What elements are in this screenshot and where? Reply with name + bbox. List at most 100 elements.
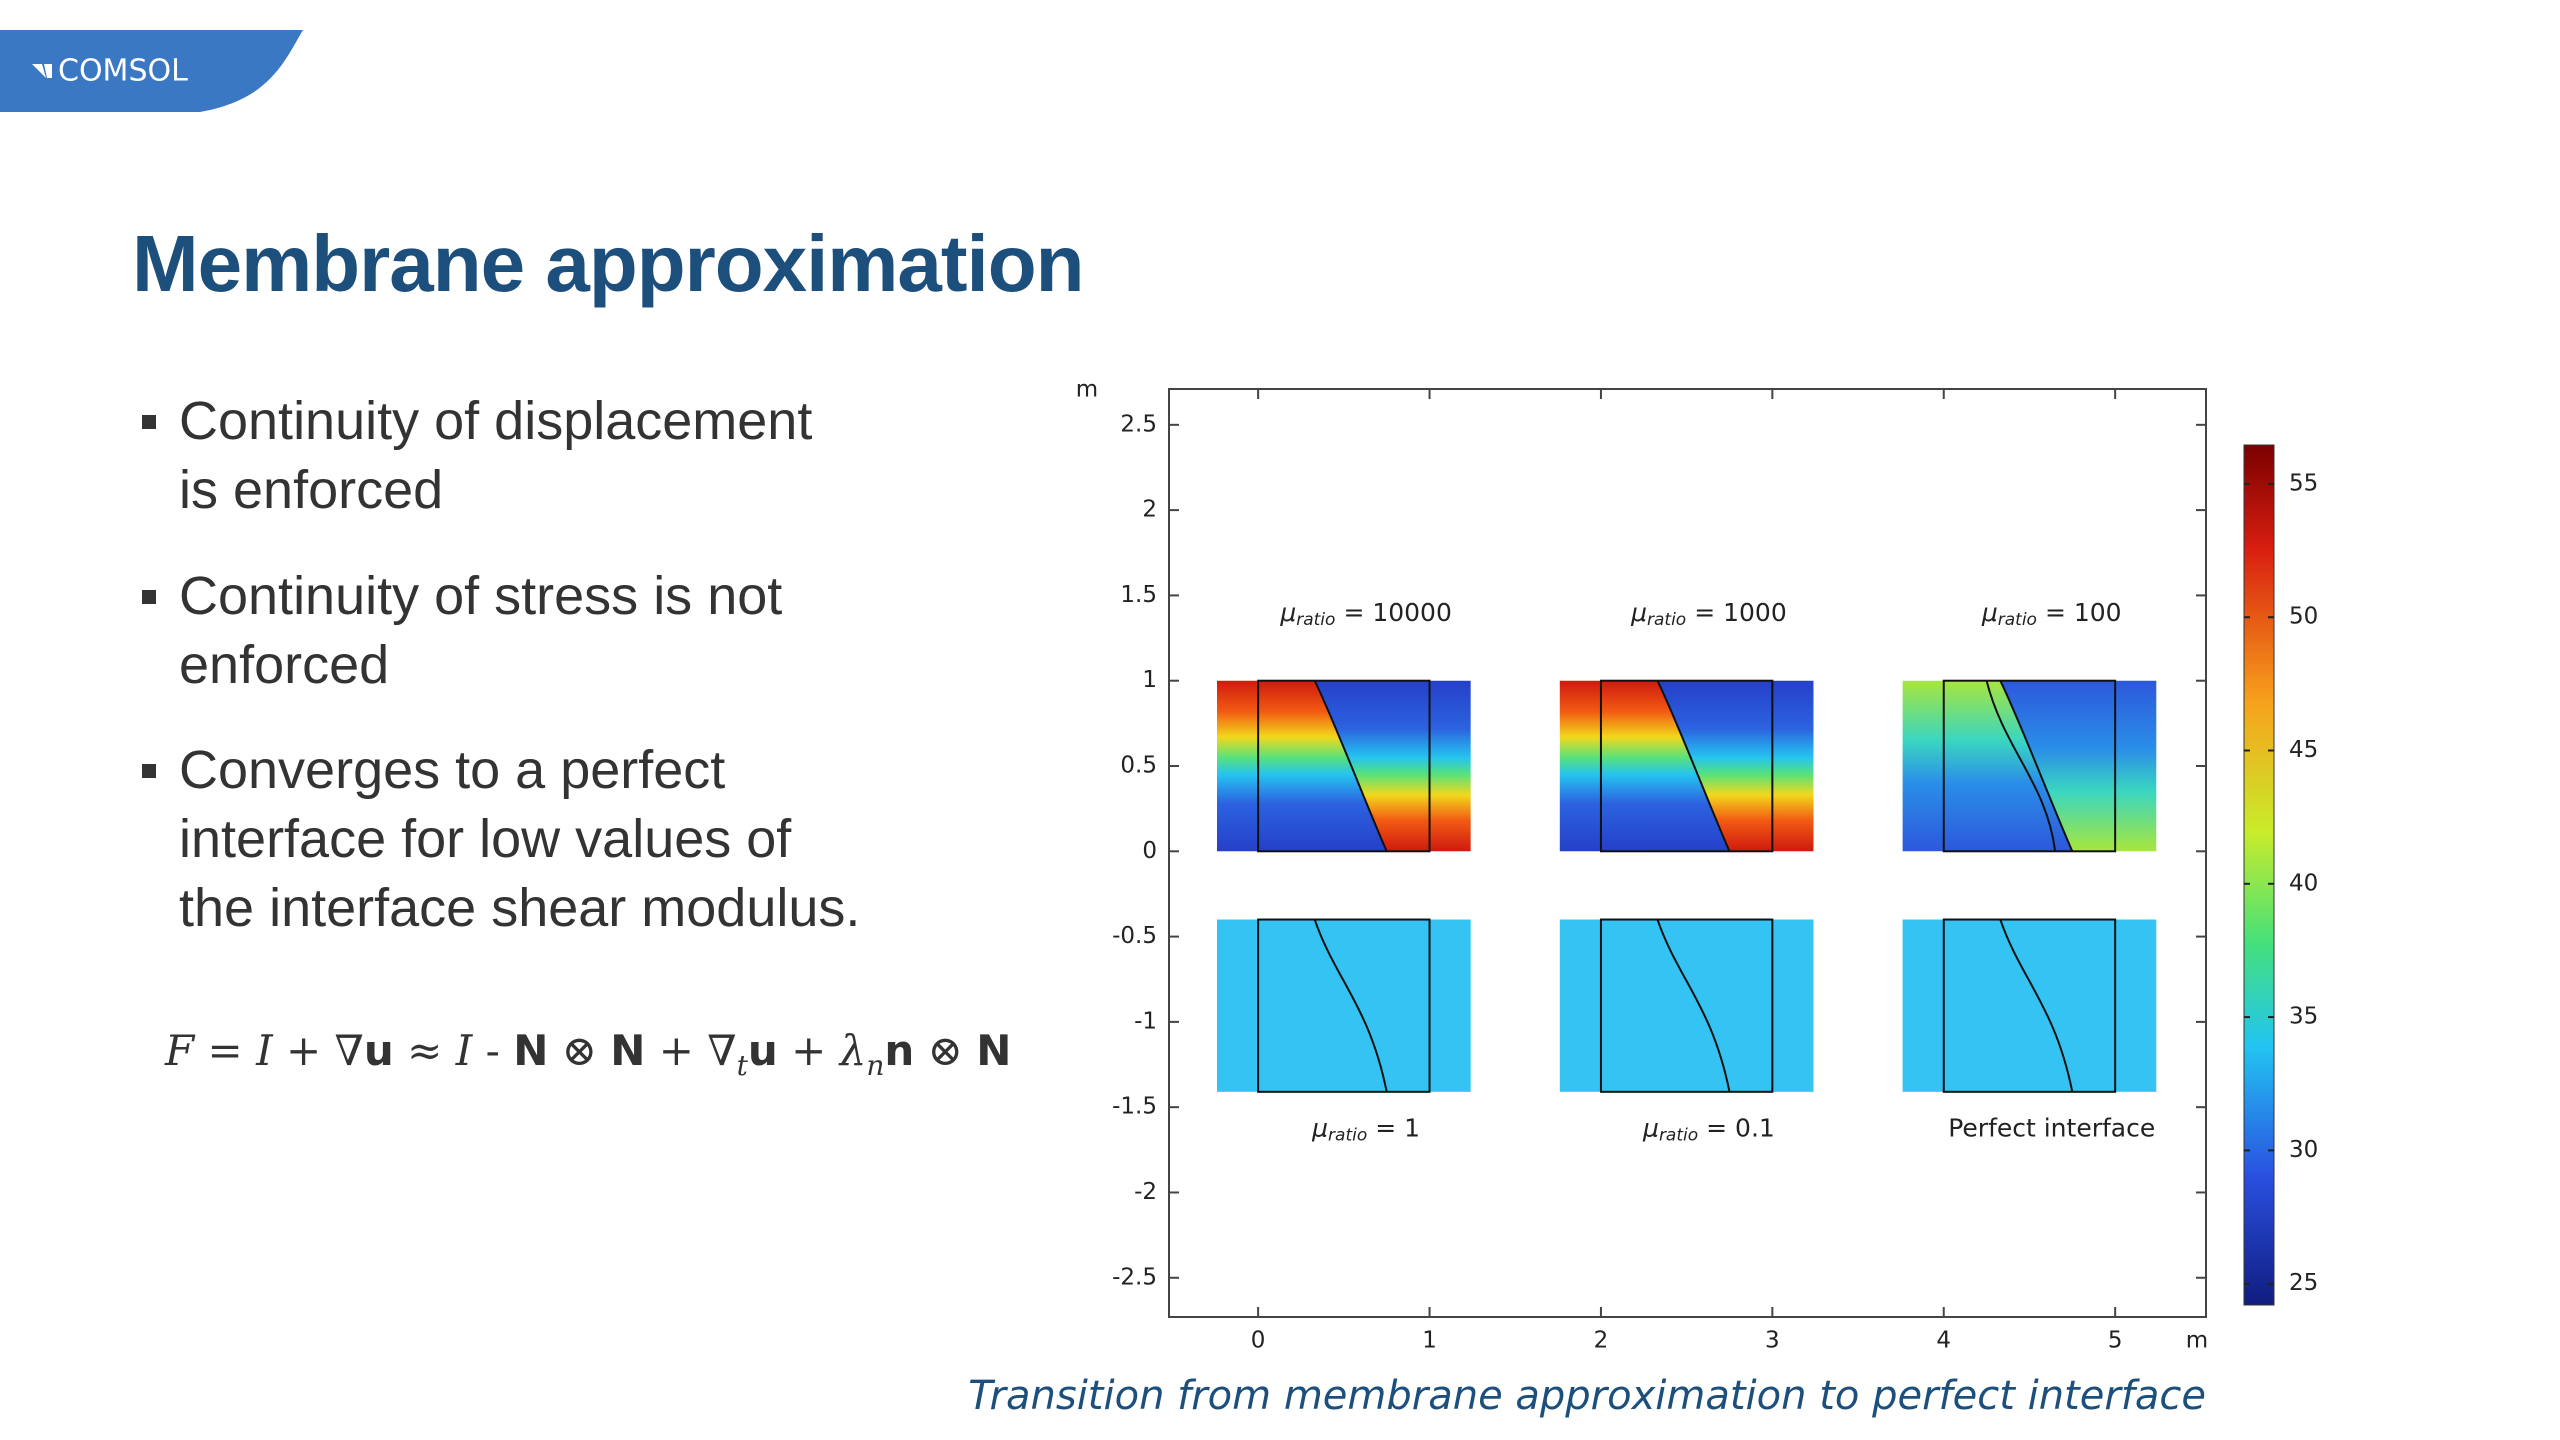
- colorbar: [2243, 444, 2275, 1306]
- field-region: [1314, 680, 1471, 852]
- formula-part: N: [513, 1026, 549, 1075]
- y-tick-label: -2: [1134, 1179, 1157, 1205]
- x-tick-label: 3: [1765, 1328, 1780, 1354]
- field-region: [2000, 680, 2157, 852]
- field-region: [1559, 919, 1814, 1092]
- colorbar-tick-label: 55: [2289, 470, 2318, 496]
- title: Membrane approximation: [132, 219, 1085, 308]
- colorbar-tick-label: 30: [2289, 1137, 2318, 1163]
- interface-curve: [1313, 680, 1388, 852]
- colorbar-tick-label: 50: [2289, 604, 2318, 630]
- plot-frame: [1168, 388, 2207, 1318]
- interface-curve: [1313, 919, 1388, 1093]
- logo-icon: [32, 64, 52, 78]
- formula-part: ≈: [393, 1026, 456, 1075]
- panel-text: Perfect interface: [1948, 1113, 2155, 1142]
- bullet-marker: [142, 415, 156, 429]
- bullet-line: is enforced: [179, 460, 444, 520]
- panel-label: μratio = 100: [1981, 598, 2122, 630]
- x-tick-label: 0: [1251, 1328, 1266, 1354]
- formula-part: -: [472, 1026, 514, 1075]
- formula-part: + ∇: [272, 1026, 364, 1075]
- x-tick-label: 5: [2108, 1328, 2123, 1354]
- panel-label: μratio = 1000: [1630, 598, 1787, 630]
- colorbar-tick-label: 35: [2289, 1004, 2318, 1030]
- panel-symbol: μ: [1311, 1113, 1328, 1142]
- y-tick-label: -1.5: [1112, 1094, 1157, 1120]
- colorbar-tick-label: 25: [2289, 1270, 2318, 1296]
- y-tick-label: -0.5: [1112, 923, 1157, 949]
- formula-part: ⊗: [548, 1026, 611, 1075]
- panel-label: Perfect interface: [1948, 1113, 2155, 1142]
- formula-part: λ: [839, 1026, 867, 1075]
- panel-text: = 100: [2045, 598, 2122, 627]
- bullet-line: enforced: [179, 635, 390, 695]
- panel-symbol: μ: [1630, 598, 1647, 627]
- domain-outline: [1257, 679, 1431, 853]
- x-unit: m: [2186, 1328, 2208, 1354]
- logo-text: COMSOL: [58, 54, 188, 89]
- bullet-marker: [142, 764, 156, 778]
- interface-curve: [1985, 680, 2057, 852]
- formula-part: N: [610, 1026, 646, 1075]
- formula: F = I + ∇u ≈ I - N ⊗ N + ∇tu + λnn ⊗ N: [165, 1026, 1011, 1082]
- panel-symbol: μ: [1279, 598, 1296, 627]
- bullet: Continuity of stress is not enforced: [142, 562, 782, 700]
- colorbar-tick-label: 45: [2289, 737, 2318, 763]
- panel-symbol: μ: [1642, 1113, 1659, 1142]
- field-region: [1216, 919, 1471, 1092]
- formula-part: t: [736, 1049, 748, 1082]
- interface-curve: [1656, 680, 1731, 852]
- domain-outline: [1257, 918, 1431, 1093]
- formula-part: n: [866, 1049, 885, 1082]
- formula-part: u: [363, 1026, 394, 1075]
- logo-banner: [0, 30, 303, 112]
- domain-outline: [1599, 679, 1774, 853]
- panel-label: μratio = 10000: [1279, 598, 1452, 630]
- panel-subscript: ratio: [1328, 1125, 1367, 1145]
- figure-caption: Transition from membrane approximation t…: [968, 1373, 2206, 1419]
- y-tick-label: -2.5: [1112, 1264, 1157, 1290]
- panel-text: = 0.1: [1706, 1113, 1775, 1142]
- x-tick-label: 1: [1422, 1328, 1437, 1354]
- bullet: Converges to a perfect interface for low …: [142, 736, 860, 943]
- bullet-line: Continuity of stress is not: [179, 566, 783, 626]
- field-region: [1216, 680, 1387, 852]
- bullet-line: Converges to a perfect: [179, 740, 726, 800]
- field-region: [1657, 680, 1814, 852]
- panel-label: μratio = 1: [1311, 1113, 1420, 1145]
- bullet-line: Continuity of displacement: [179, 391, 813, 451]
- panel-subscript: ratio: [1647, 610, 1686, 630]
- formula-part: ⊗: [914, 1026, 977, 1075]
- y-unit: m: [1076, 377, 1098, 403]
- formula-part: + ∇: [645, 1026, 737, 1075]
- x-tick-label: 2: [1594, 1328, 1609, 1354]
- panel-subscript: ratio: [1296, 610, 1335, 630]
- panel-symbol: μ: [1981, 598, 1998, 627]
- colorbar-tick-label: 40: [2289, 870, 2318, 896]
- domain-outline: [1942, 679, 2117, 853]
- panel-label: μratio = 0.1: [1642, 1113, 1775, 1145]
- panel-text: = 10000: [1343, 598, 1451, 627]
- domain-outline: [1599, 918, 1774, 1093]
- formula-part: I: [455, 1026, 473, 1075]
- field-region: [1902, 919, 2157, 1092]
- field-region: [1559, 680, 1730, 852]
- y-tick-label: 0.5: [1120, 753, 1157, 779]
- formula-part: I: [256, 1026, 273, 1075]
- interface-curve: [1999, 680, 2074, 852]
- interface-curve: [1656, 919, 1731, 1093]
- bullet: Continuity of displacement is enforced: [142, 387, 812, 525]
- formula-part: n: [884, 1026, 915, 1075]
- y-tick-label: 2: [1142, 497, 1157, 523]
- panel-subscript: ratio: [1998, 610, 2037, 630]
- y-tick-label: 0: [1142, 838, 1157, 864]
- formula-part: F: [165, 1026, 195, 1075]
- bullet-line: interface for low values of: [179, 809, 792, 869]
- x-tick-label: 4: [1936, 1328, 1951, 1354]
- panel-subscript: ratio: [1659, 1125, 1698, 1145]
- interface-curve: [1999, 919, 2074, 1093]
- panel-text: = 1: [1375, 1113, 1420, 1142]
- y-tick-label: 2.5: [1120, 411, 1157, 437]
